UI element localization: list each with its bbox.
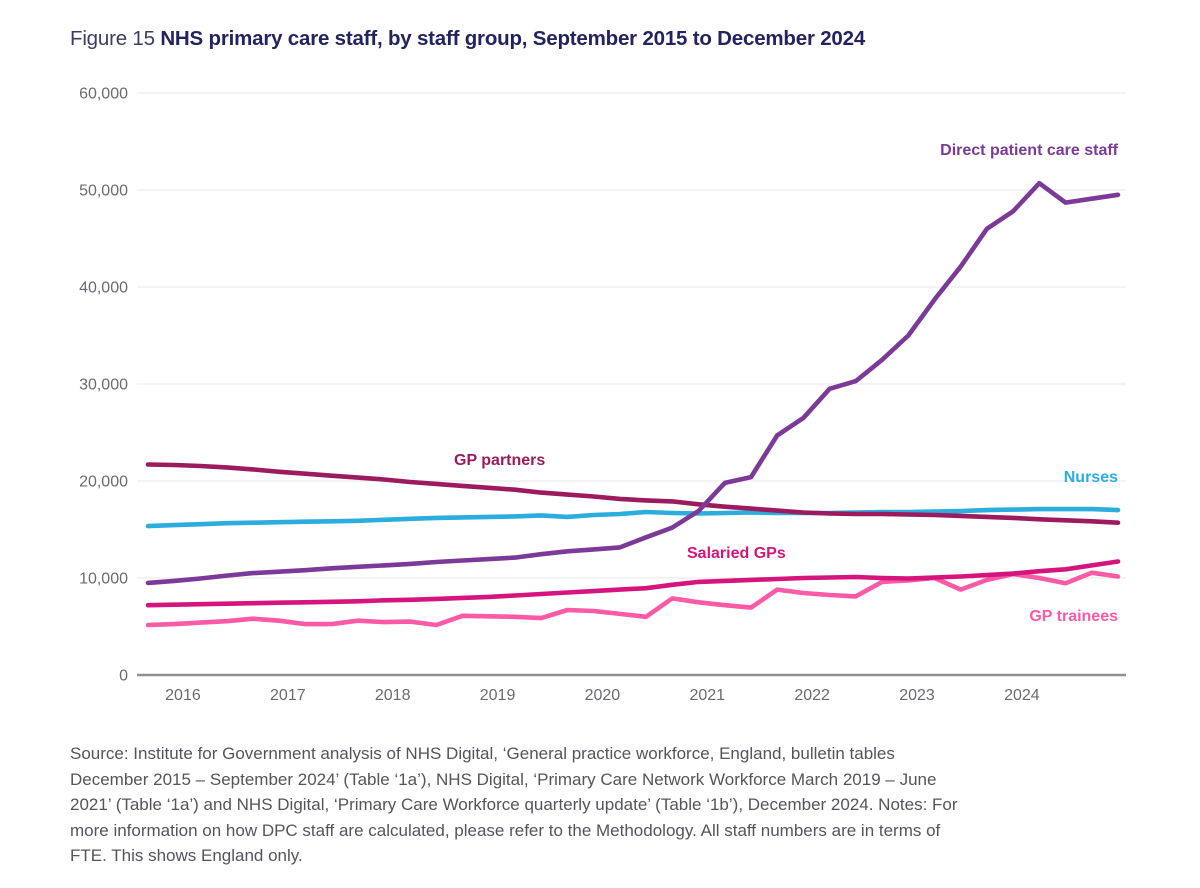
y-tick-label: 60,000 bbox=[79, 86, 128, 103]
figure-number: Figure 15 bbox=[70, 27, 155, 50]
x-tick-label: 2024 bbox=[1004, 687, 1040, 704]
figure-heading: NHS primary care staff, by staff group, … bbox=[160, 27, 866, 50]
y-tick-label: 20,000 bbox=[79, 474, 128, 491]
x-tick-label: 2017 bbox=[270, 687, 306, 704]
series-line-salaried-gps bbox=[145, 559, 1121, 608]
x-tick-label: 2022 bbox=[794, 687, 830, 704]
series-label-gp-partners: GP partners bbox=[454, 452, 545, 469]
series-line-gp-partners bbox=[145, 462, 1121, 526]
series-label-salaried-gps: Salaried GPs bbox=[687, 545, 786, 562]
x-tick-label: 2016 bbox=[165, 687, 201, 704]
series-label-nurses: Nurses bbox=[1064, 469, 1118, 486]
series-line-direct-patient-care-staff bbox=[145, 180, 1121, 586]
x-tick-label: 2023 bbox=[899, 687, 935, 704]
source-note: Source: Institute for Government analysi… bbox=[70, 744, 958, 865]
y-tick-label: 30,000 bbox=[79, 377, 128, 394]
x-tick-label: 2019 bbox=[480, 687, 516, 704]
series-label-gp-trainees: GP trainees bbox=[1029, 608, 1118, 625]
x-tick-label: 2021 bbox=[689, 687, 725, 704]
y-tick-label: 50,000 bbox=[79, 183, 128, 200]
y-tick-label: 10,000 bbox=[79, 571, 128, 588]
y-tick-label: 0 bbox=[119, 668, 128, 685]
series-line-gp-trainees bbox=[145, 570, 1121, 628]
figure-title: Figure 15 NHS primary care staff, by sta… bbox=[70, 27, 865, 51]
series-label-direct-patient-care-staff: Direct patient care staff bbox=[940, 142, 1119, 159]
series-line-nurses bbox=[145, 506, 1121, 529]
x-tick-label: 2018 bbox=[375, 687, 411, 704]
x-tick-label: 2020 bbox=[585, 687, 621, 704]
y-tick-label: 40,000 bbox=[79, 280, 128, 297]
